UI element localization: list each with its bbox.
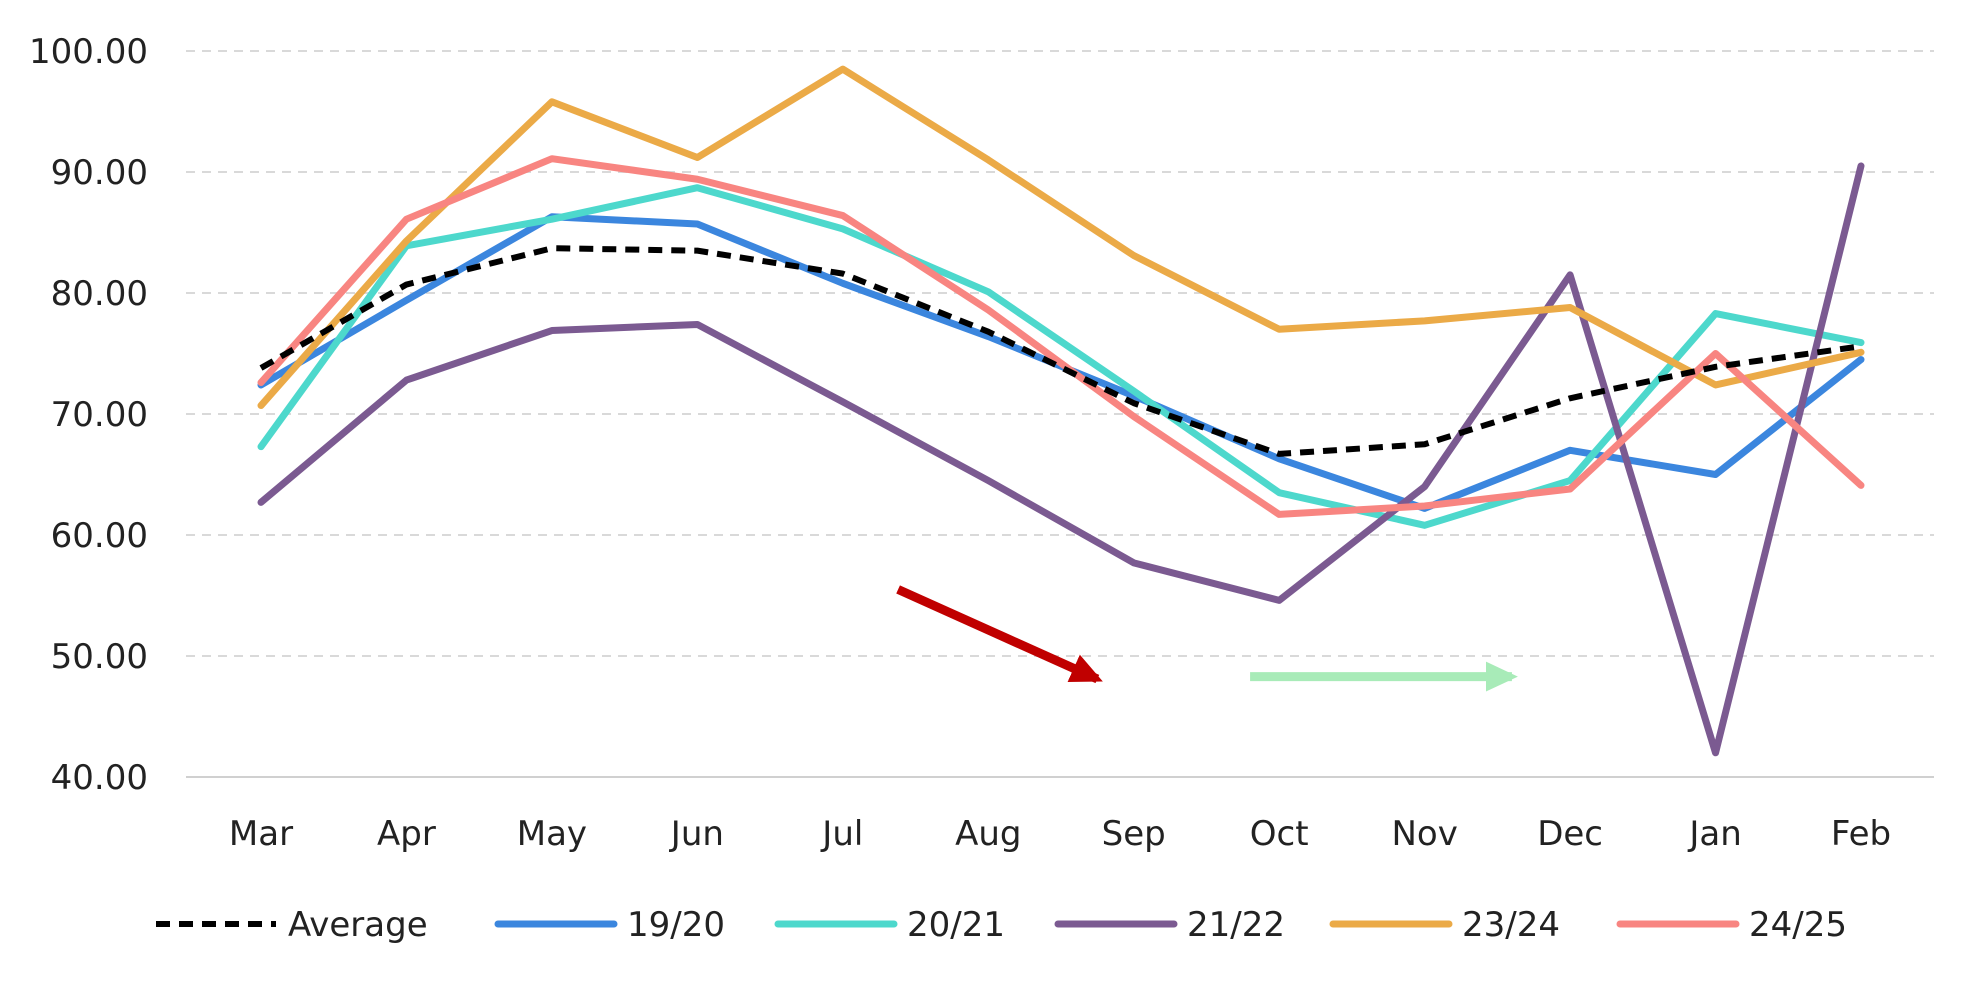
x-tick-label-jul: Jul: [820, 814, 863, 854]
y-tick-label: 70.00: [51, 395, 148, 435]
x-tick-label-oct: Oct: [1250, 814, 1309, 854]
series-line-20-21: [257, 184, 1865, 529]
legend-label-20-21: 20/21: [907, 905, 1005, 945]
y-tick-label: 90.00: [51, 153, 148, 193]
y-tick-label: 40.00: [51, 758, 148, 798]
x-tick-label-jan: Jan: [1687, 814, 1741, 854]
legend-item-19-20: 19/20: [494, 905, 725, 945]
down-arrow-annotation: [896, 585, 1103, 684]
legend-item-23-24: 23/24: [1329, 905, 1560, 945]
legend-item-21-22: 21/22: [1054, 905, 1285, 945]
y-tick-label: 50.00: [51, 637, 148, 677]
legend-item-20-21: 20/21: [774, 905, 1005, 945]
y-tick-label: 100.00: [29, 32, 148, 72]
x-tick-label-apr: Apr: [377, 814, 436, 854]
series-line-23-24: [257, 65, 1865, 410]
x-tick-label-nov: Nov: [1391, 814, 1457, 854]
legend-label-average: Average: [288, 905, 428, 945]
legend-item-average: Average: [156, 905, 428, 945]
series-line-average: [259, 245, 1862, 457]
x-tick-label-mar: Mar: [229, 814, 293, 854]
x-tick-label-jun: Jun: [669, 814, 724, 854]
x-tick-label-may: May: [517, 814, 587, 854]
gridlines: [186, 50, 1934, 657]
legend-label-21-22: 21/22: [1187, 905, 1285, 945]
annotations: [896, 585, 1518, 692]
y-tick-label: 80.00: [51, 274, 148, 314]
series-lines: [257, 65, 1865, 757]
x-tick-label-aug: Aug: [955, 814, 1021, 854]
axes: 40.00 50.00 60.00 70.00 80.00 90.00 100.00 Mar A…: [29, 32, 1934, 854]
legend-label-24-25: 24/25: [1749, 905, 1847, 945]
legend: Average 19/20 20/21 21/22 23/24 24/25: [156, 905, 1847, 945]
series-line-21-22: [257, 162, 1865, 757]
legend-item-24-25: 24/25: [1616, 905, 1847, 945]
x-tick-label-sep: Sep: [1102, 814, 1166, 854]
y-tick-label: 60.00: [51, 516, 148, 556]
legend-label-23-24: 23/24: [1462, 905, 1560, 945]
x-tick-label-feb: Feb: [1831, 814, 1891, 854]
x-tick-label-dec: Dec: [1537, 814, 1603, 854]
legend-label-19-20: 19/20: [627, 905, 725, 945]
series-line-24-25: [257, 155, 1865, 518]
